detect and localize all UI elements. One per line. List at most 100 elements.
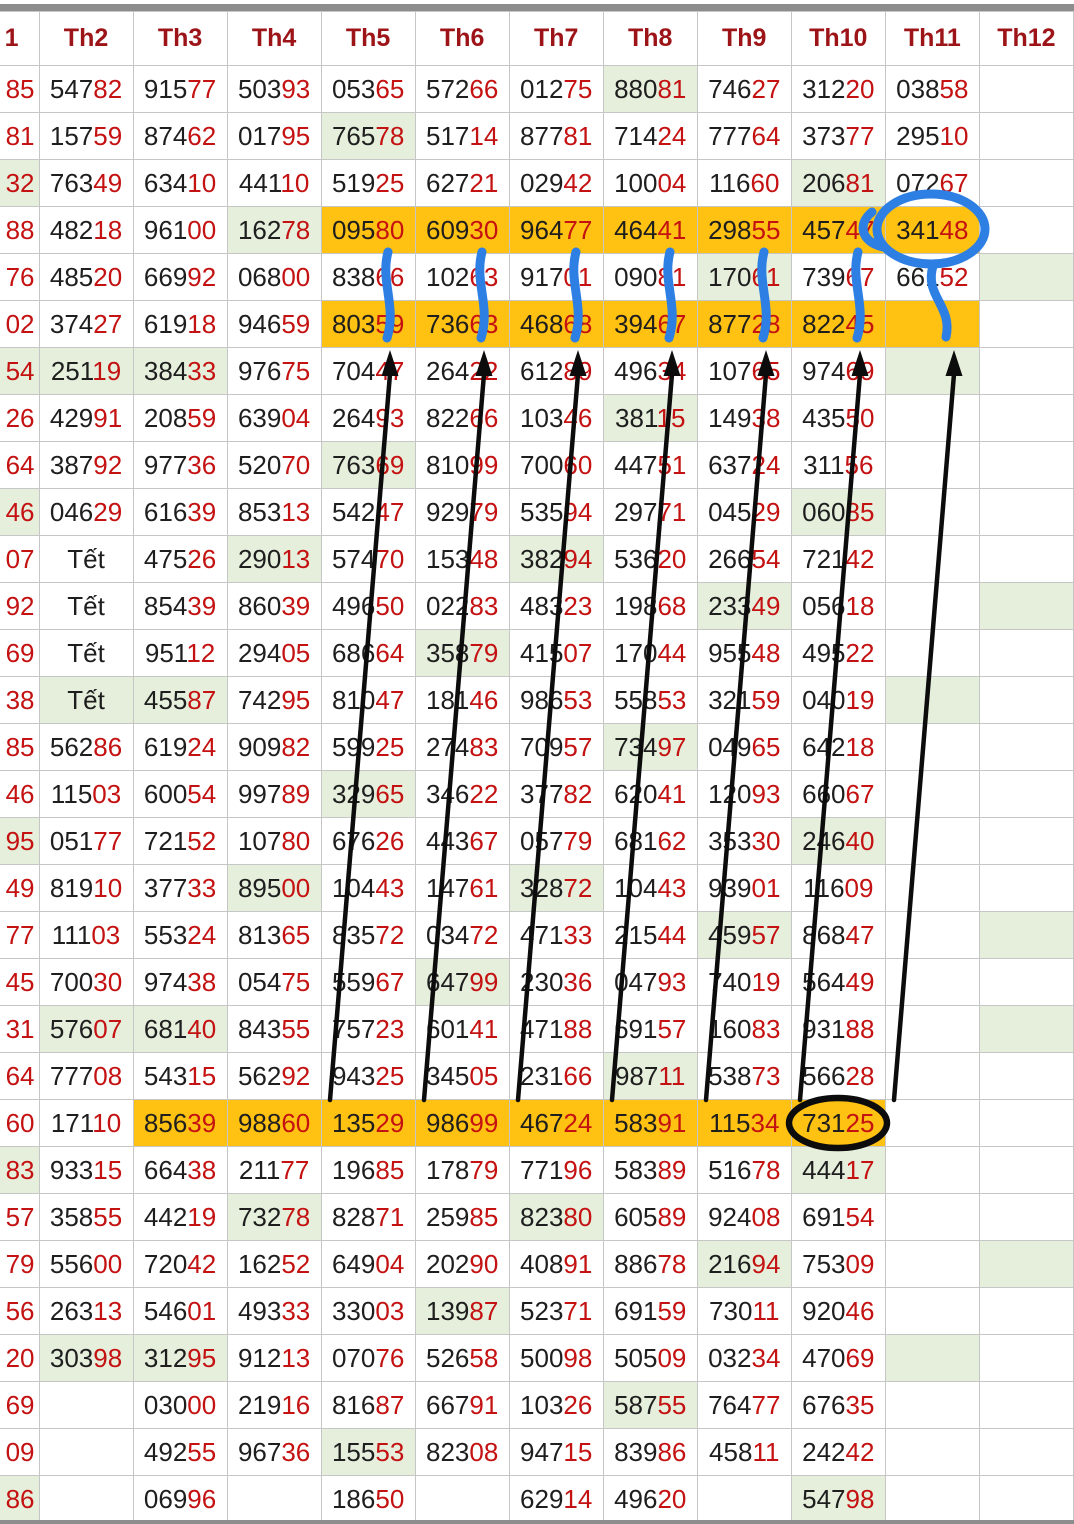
table-cell: 73967 (790, 253, 886, 301)
table-row: 85 54782 91577 50393 05365 57266 01275 88081 746… (0, 65, 1074, 113)
table-cell: 46868 (508, 300, 604, 348)
column-header: Th6 (414, 11, 510, 66)
table-cell: 61924 (132, 723, 228, 771)
column-header: Th3 (132, 11, 228, 66)
table-cell (884, 347, 980, 395)
table-cell: 70060 (508, 441, 604, 489)
table-cell: 97736 (132, 441, 228, 489)
table-cell: 86039 (226, 582, 322, 630)
table-cell: 26422 (414, 347, 510, 395)
table-cell: 91213 (226, 1334, 322, 1382)
table-cell: 88 (0, 206, 40, 254)
table-cell: 19685 (320, 1146, 416, 1194)
table-cell: 05475 (226, 958, 322, 1006)
table-cell: 37377 (790, 112, 886, 160)
table-cell: 55853 (602, 676, 698, 724)
table-cell: Tết (38, 535, 134, 583)
table-cell: 60054 (132, 770, 228, 818)
table-cell (978, 629, 1074, 677)
table-cell: 73663 (414, 300, 510, 348)
table-cell: 49333 (226, 1287, 322, 1335)
table-cell: 69154 (790, 1193, 886, 1241)
table-cell: 24242 (790, 1428, 886, 1476)
table-cell: 03000 (132, 1381, 228, 1429)
table-cell: 55600 (38, 1240, 134, 1288)
table-cell: 76477 (696, 1381, 792, 1429)
table-cell: 41507 (508, 629, 604, 677)
table-cell (38, 1381, 134, 1429)
table-cell: 37733 (132, 864, 228, 912)
table-cell: 62914 (508, 1475, 604, 1523)
table-cell: 77764 (696, 112, 792, 160)
table-cell: 98699 (414, 1099, 510, 1147)
table-cell (696, 1475, 792, 1523)
table-cell (978, 1475, 1074, 1523)
table-cell: 56292 (226, 1052, 322, 1100)
table-cell: 69159 (602, 1287, 698, 1335)
table-cell: 87462 (132, 112, 228, 160)
table-cell: 60 (0, 1099, 40, 1147)
table-cell (884, 1146, 980, 1194)
table-cell: 07076 (320, 1334, 416, 1382)
table-cell: 45 (0, 958, 40, 1006)
table-cell: 81910 (38, 864, 134, 912)
table-cell: 63904 (226, 394, 322, 442)
table-cell: 25985 (414, 1193, 510, 1241)
table-cell: 60589 (602, 1193, 698, 1241)
table-cell: 95112 (132, 629, 228, 677)
table-cell: 45587 (132, 676, 228, 724)
table-cell: 56286 (38, 723, 134, 771)
table-cell: 32159 (696, 676, 792, 724)
table-cell: 18650 (320, 1475, 416, 1523)
table-cell: 54247 (320, 488, 416, 536)
table-cell: 50098 (508, 1334, 604, 1382)
table-cell: 10263 (414, 253, 510, 301)
table-cell: 82308 (414, 1428, 510, 1476)
bottom-scrollbar[interactable] (0, 1520, 1074, 1524)
table-cell: 26 (0, 394, 40, 442)
table-cell: 83986 (602, 1428, 698, 1476)
table-cell (978, 535, 1074, 583)
table-cell: 10004 (602, 159, 698, 207)
table-cell: 49620 (602, 1475, 698, 1523)
table-cell: 44110 (226, 159, 322, 207)
table-cell: 37782 (508, 770, 604, 818)
table-cell: 52371 (508, 1287, 604, 1335)
column-header: Th2 (38, 11, 134, 66)
table-cell: 15553 (320, 1428, 416, 1476)
table-cell: 66438 (132, 1146, 228, 1194)
table-cell (884, 629, 980, 677)
column-header: Th5 (320, 11, 416, 66)
table-cell: 15348 (414, 535, 510, 583)
table-cell: 09081 (602, 253, 698, 301)
table-cell: 54798 (790, 1475, 886, 1523)
table-cell (884, 1428, 980, 1476)
table-cell: 49255 (132, 1428, 228, 1476)
table-cell (884, 770, 980, 818)
top-scrollbar[interactable] (0, 4, 1074, 11)
table-cell: 01795 (226, 112, 322, 160)
table-cell: 50393 (226, 65, 322, 113)
table-cell: Tết (38, 676, 134, 724)
table-row: 88 48218 96100 16278 09580 60930 96477 46441 298… (0, 206, 1074, 254)
table-cell: 06996 (132, 1475, 228, 1523)
table-cell: 31220 (790, 65, 886, 113)
table-cell: 79 (0, 1240, 40, 1288)
table-cell (978, 1240, 1074, 1288)
table-cell: 84355 (226, 1005, 322, 1053)
table-cell: 97469 (790, 347, 886, 395)
table-cell: 17044 (602, 629, 698, 677)
table-cell: 46441 (602, 206, 698, 254)
table-row: 56 26313 54601 49333 33003 13987 52371 69159 730… (0, 1287, 1074, 1335)
table-cell (884, 582, 980, 630)
table-row: 64 77708 54315 56292 94325 34505 23166 98711 538… (0, 1052, 1074, 1100)
table-cell (38, 1428, 134, 1476)
table-cell: 77708 (38, 1052, 134, 1100)
table-cell: 70957 (508, 723, 604, 771)
table-cell: 69157 (602, 1005, 698, 1053)
table-row: 07 Tết 47526 29013 57470 15348 38294 53620 26654… (0, 535, 1074, 583)
table-cell: 21544 (602, 911, 698, 959)
table-cell: 60930 (414, 206, 510, 254)
table-cell: 85639 (132, 1099, 228, 1147)
table-cell: 03472 (414, 911, 510, 959)
